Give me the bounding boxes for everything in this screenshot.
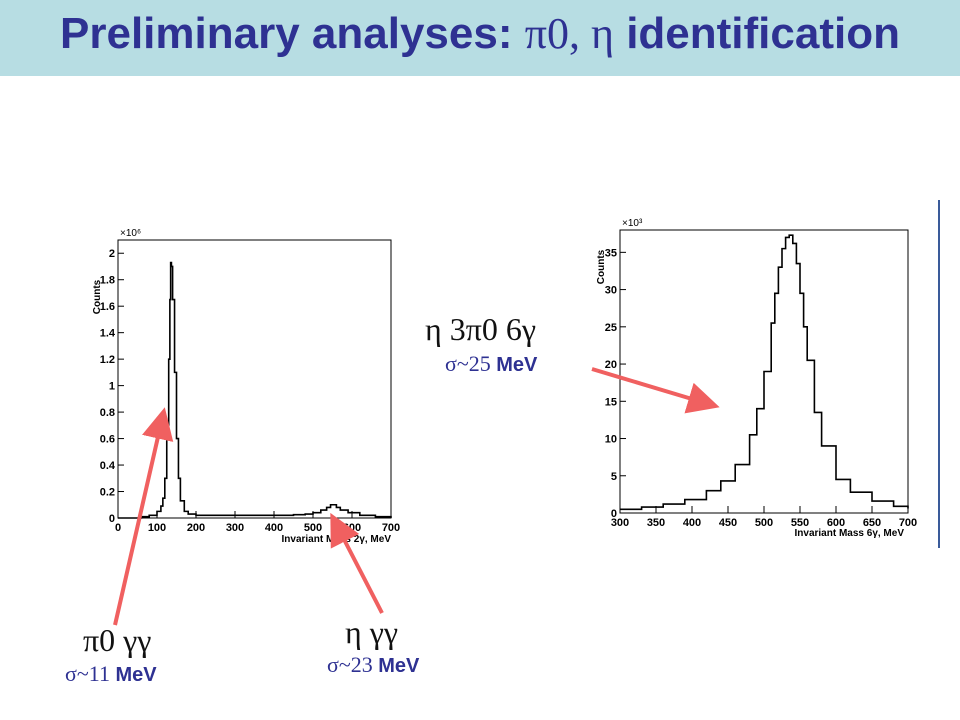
histogram-line-6gamma — [620, 234, 909, 511]
eta-3pi0-formula: η 3π0 6γ — [425, 311, 537, 347]
x-tick-label: 700 — [899, 517, 917, 529]
y-axis-label: Counts — [92, 279, 103, 314]
sigma-unit: MeV — [496, 354, 538, 376]
y-tick-label: 1 — [109, 381, 115, 393]
histogram-6gamma: 0 5 10 15 20 25 30 35 300 350 400 450 500 550 600 650 7… — [590, 212, 930, 552]
y-tick-label: 10 — [605, 434, 617, 446]
title-suffix: identification — [613, 9, 900, 58]
x-tick-label: 350 — [647, 517, 665, 529]
y-exponent: ×10³ — [622, 218, 643, 229]
y-tick-label: 30 — [605, 285, 617, 297]
y-tick-label: 1.6 — [100, 301, 115, 313]
eta-6g-resolution: σ~25 MeV — [445, 351, 537, 377]
histogram-line-2gamma — [118, 261, 392, 519]
x-tick-label: 500 — [304, 522, 322, 534]
x-axis-label: Invariant Mass 6γ, MeV — [795, 528, 905, 539]
pi0-resolution: σ~11 MeV — [65, 661, 157, 687]
y-tick-label: 0 — [109, 513, 115, 525]
y-tick-label: 15 — [605, 396, 617, 408]
x-tick-label: 100 — [148, 522, 166, 534]
x-tick-label: 300 — [226, 522, 244, 534]
x-tick-label: 450 — [719, 517, 737, 529]
y-tick-label: 1.8 — [100, 275, 115, 287]
arrow-pi0 — [113, 407, 174, 626]
y-tick-label: 0.8 — [100, 407, 115, 419]
y-exponent: ×10⁶ — [120, 228, 141, 239]
vertical-divider — [938, 200, 940, 548]
sigma-value: σ~11 — [65, 661, 110, 686]
x-tick-label: 700 — [382, 522, 400, 534]
sigma-value: σ~25 — [445, 351, 491, 376]
y-tick-label: 0.4 — [100, 460, 116, 472]
title-prefix: Preliminary analyses: — [60, 9, 525, 58]
x-tick-label: 0 — [115, 522, 121, 534]
arrow-eta-2g — [330, 512, 384, 614]
y-tick-label: 25 — [605, 322, 617, 334]
eta-2g-resolution: σ~23 MeV — [327, 652, 419, 678]
x-tick-label: 200 — [187, 522, 205, 534]
sigma-unit: MeV — [378, 655, 420, 677]
title-greek: π0, η — [524, 9, 614, 58]
sigma-unit: MeV — [115, 664, 157, 686]
y-tick-label: 0 — [611, 508, 617, 520]
x-tick-label: 550 — [791, 517, 809, 529]
y-tick-label: 0.6 — [100, 434, 115, 446]
plot-frame — [117, 239, 392, 519]
y-tick-label: 5 — [611, 471, 617, 483]
y-tick-label: 20 — [605, 359, 617, 371]
title-bar: Preliminary analyses: π0, η identificati… — [0, 0, 960, 76]
x-tick-label: 600 — [827, 517, 845, 529]
x-tick-label: 500 — [755, 517, 773, 529]
x-tick-label: 650 — [863, 517, 881, 529]
eta-gg-formula: η γγ — [345, 614, 399, 650]
sigma-value: σ~23 — [327, 652, 373, 677]
y-tick-label: 0.2 — [100, 487, 115, 499]
y-tick-label: 35 — [605, 247, 617, 259]
x-tick-label: 400 — [265, 522, 283, 534]
arrow-eta-6g — [591, 367, 720, 414]
y-tick-label: 1.2 — [100, 354, 115, 366]
y-tick-label: 2 — [109, 248, 115, 260]
slide-title: Preliminary analyses: π0, η identificati… — [0, 8, 960, 59]
histogram-2gamma: 0 0.2 0.4 0.6 0.8 1 1.2 1.4 1.6 1.8 2 0 100 200 300 40… — [78, 225, 410, 555]
x-tick-label: 400 — [683, 517, 701, 529]
x-tick-label: 300 — [611, 517, 629, 529]
y-tick-label: 1.4 — [100, 328, 116, 340]
y-axis-label: Counts — [596, 249, 607, 284]
pi0-gg-formula: π0 γγ — [83, 622, 152, 658]
